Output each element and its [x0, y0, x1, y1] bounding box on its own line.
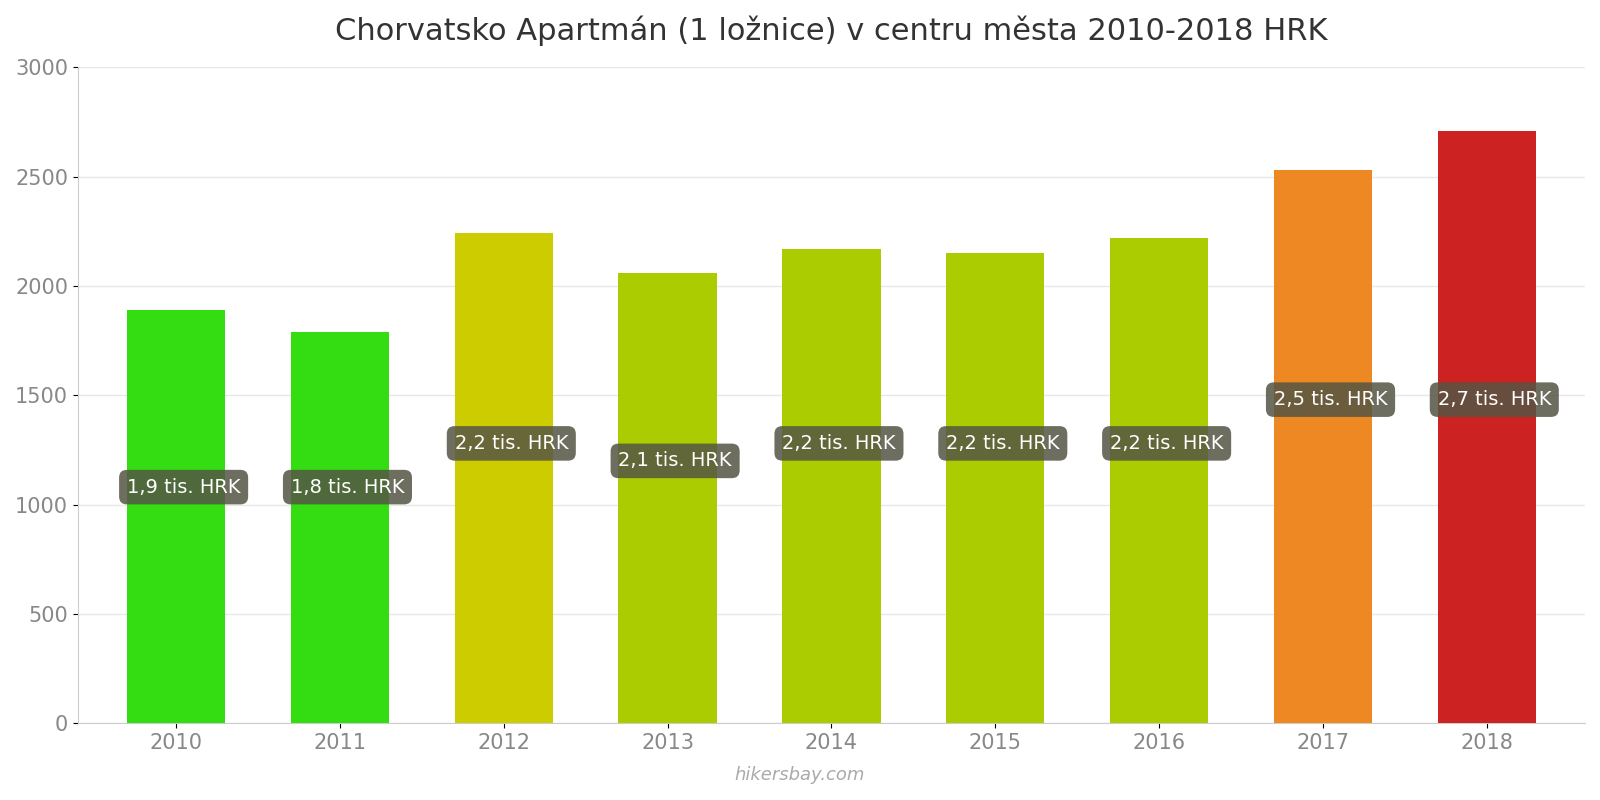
Text: 1,8 tis. HRK: 1,8 tis. HRK	[291, 478, 405, 497]
Bar	[1437, 130, 1536, 723]
Text: 2,1 tis. HRK: 2,1 tis. HRK	[618, 451, 731, 470]
Bar	[782, 249, 880, 723]
Bar	[126, 310, 226, 723]
Bar	[291, 332, 389, 723]
Text: hikersbay.com: hikersbay.com	[734, 766, 866, 784]
Title: Chorvatsko Apartmán (1 ložnice) v centru města 2010-2018 HRK: Chorvatsko Apartmán (1 ložnice) v centru…	[334, 15, 1328, 46]
Bar	[618, 273, 717, 723]
Bar	[946, 253, 1045, 723]
Bar	[1274, 170, 1373, 723]
Text: 2,7 tis. HRK: 2,7 tis. HRK	[1437, 390, 1550, 409]
Text: 1,9 tis. HRK: 1,9 tis. HRK	[126, 478, 240, 497]
Bar	[454, 234, 554, 723]
Text: 2,2 tis. HRK: 2,2 tis. HRK	[1110, 434, 1224, 453]
Text: 2,2 tis. HRK: 2,2 tis. HRK	[782, 434, 896, 453]
Text: 2,5 tis. HRK: 2,5 tis. HRK	[1274, 390, 1387, 409]
Text: 2,2 tis. HRK: 2,2 tis. HRK	[454, 434, 568, 453]
Bar	[1110, 238, 1208, 723]
Text: 2,2 tis. HRK: 2,2 tis. HRK	[946, 434, 1059, 453]
